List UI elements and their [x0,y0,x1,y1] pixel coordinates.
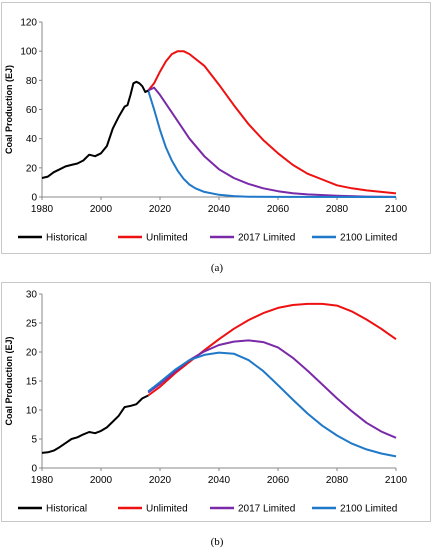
legend-label: 2017 Limited [238,233,295,244]
x-tick-label: 1980 [31,204,54,215]
y-tick-label: 20 [26,348,38,359]
y-tick-label: 10 [26,406,38,417]
series-line-2100-limited [147,351,397,458]
x-tick-label: 1980 [31,475,54,486]
panel-label-b: (b) [210,536,224,548]
x-tick-label: 2040 [208,204,231,215]
x-tick-label: 2080 [326,475,349,486]
y-tick-label: 5 [31,435,37,446]
x-tick-label: 2060 [267,475,290,486]
x-tick-label: 2020 [149,204,172,215]
series-line-historical [41,80,149,179]
series-line-2017-limited [147,86,397,198]
y-tick-label: 0 [31,193,37,204]
panel-label-a: (a) [210,262,224,274]
y-tick-label: 120 [20,18,37,29]
x-tick-label: 2100 [385,475,408,486]
legend-label: 2017 Limited [238,504,295,515]
legend-label: Unlimited [146,504,188,515]
x-tick-label: 2020 [149,475,172,486]
y-tick-label: 100 [20,47,37,58]
y-axis-label: Coal Production (EJ) [4,336,14,425]
chart-panel-a: 0 20 40 60 80 100 120 1980 2000 2020 2040 2060 2080 2… [1,2,431,274]
y-tick-label: 20 [26,163,38,174]
series-line-unlimited [147,50,397,195]
y-tick-label: 40 [26,134,38,145]
y-tick-label: 30 [26,290,38,301]
y-tick-label: 80 [26,76,38,87]
chart-frame-b [1,282,431,522]
y-tick-label: 15 [26,377,38,388]
chart-frame-a [1,2,431,254]
x-tick-label: 2000 [90,204,113,215]
x-tick-label: 2100 [385,204,408,215]
x-tick-label: 2060 [267,204,290,215]
series-line-historical [41,394,149,454]
series-line-unlimited [147,302,397,397]
y-axis-label: Coal Production (EJ) [4,65,14,154]
legend-label: 2100 Limited [340,233,397,244]
legend-label: Unlimited [146,233,188,244]
x-tick-label: 2080 [326,204,349,215]
x-tick-label: 2000 [90,475,113,486]
y-tick-label: 0 [31,464,37,475]
x-tick-label: 2040 [208,475,231,486]
coal-production-chart-b: 0 5 10 15 20 25 30 1980 2000 2020 2040 2060 2080 2100… [4,290,408,515]
legend-label: 2100 Limited [340,504,397,515]
y-tick-label: 25 [26,319,38,330]
legend-label: Historical [46,504,87,515]
y-tick-label: 60 [26,105,38,116]
legend-label: Historical [46,233,87,244]
series-line-2017-limited [147,339,397,439]
series-line-2100-limited [147,90,397,198]
chart-panel-b: 0 5 10 15 20 25 30 1980 2000 2020 2040 2060 2080 2100… [0,280,434,550]
